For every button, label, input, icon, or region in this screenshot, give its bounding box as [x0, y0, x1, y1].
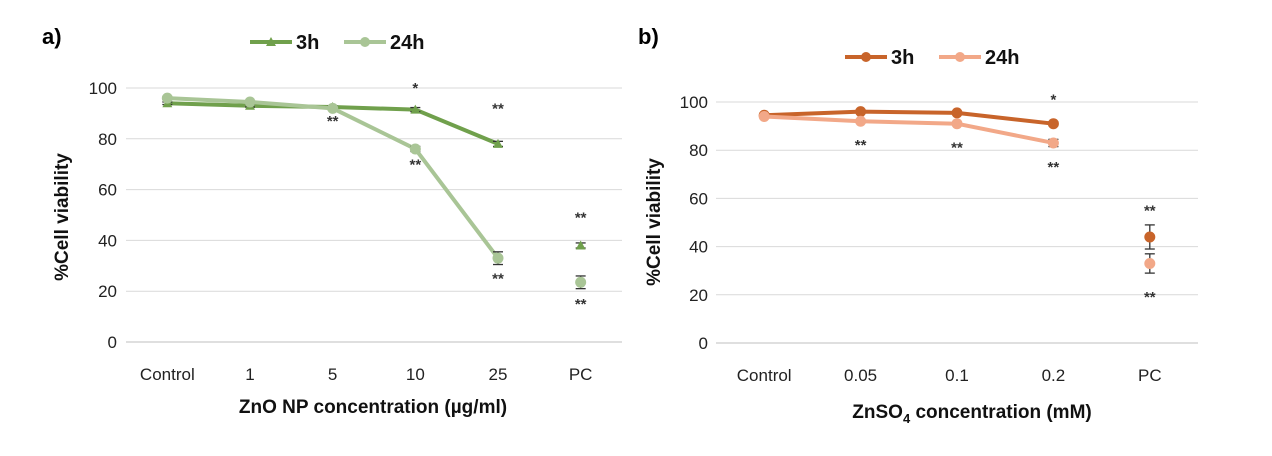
chart-a-y-axis-title: %Cell viability	[52, 153, 73, 281]
data-point-24h	[1144, 257, 1156, 269]
data-point-24h	[409, 143, 421, 155]
significance-label: *	[412, 80, 418, 97]
legend-b-24h-marker	[955, 52, 965, 62]
significance-label: **	[951, 140, 963, 157]
significance-label: **	[1048, 159, 1060, 176]
chart-b-x-axis-title-main: ZnSO	[852, 402, 903, 423]
x-tick-label: PC	[569, 365, 593, 384]
data-point-3h	[493, 138, 503, 148]
data-point-3h	[951, 107, 963, 119]
chart-b-y-axis-title: %Cell viability	[644, 158, 665, 286]
data-point-3h	[1047, 118, 1059, 130]
legend-a-3h-label: 3h	[296, 32, 319, 54]
y-tick-label: 20	[689, 286, 708, 305]
x-tick-label: PC	[1138, 366, 1162, 385]
significance-label: *	[1050, 91, 1056, 108]
x-tick-label: 1	[245, 365, 254, 384]
significance-label: **	[327, 113, 339, 130]
y-tick-label: 0	[699, 334, 708, 353]
panel-b-label: b)	[638, 24, 659, 49]
data-point-3h	[1144, 231, 1156, 243]
data-point-24h	[244, 96, 256, 108]
y-tick-label: 40	[98, 231, 117, 250]
y-tick-label: 100	[89, 79, 117, 98]
x-tick-label: 0.05	[844, 366, 877, 385]
chart-b-x-axis-title: ZnSO4 concentration (mM)	[852, 402, 1091, 426]
chart-b-legend: 3h 24h	[845, 47, 1019, 69]
legend-a-24h-marker	[360, 37, 370, 47]
chart-a-series	[161, 92, 587, 290]
x-tick-label: Control	[737, 366, 792, 385]
chart-a-gridlines	[126, 87, 622, 343]
legend-b-3h-label: 3h	[891, 47, 914, 69]
chart-b-significance-marks: *** ********	[855, 91, 1156, 306]
chart-b-x-axis-title-subscript: 4	[903, 411, 911, 426]
y-tick-label: 60	[98, 181, 117, 200]
chart-b-x-ticks: Control 0.05 0.1 0.2 PC	[737, 366, 1162, 385]
legend-a-3h-marker	[266, 37, 276, 46]
x-tick-label: 10	[406, 365, 425, 384]
data-point-3h	[575, 240, 586, 250]
chart-a-x-axis-title: ZnO NP concentration (µg/ml)	[239, 397, 507, 418]
data-point-3h	[855, 106, 867, 118]
data-point-24h	[855, 115, 867, 127]
x-tick-label: 0.1	[945, 366, 969, 385]
significance-label: **	[1144, 202, 1156, 219]
legend-b-24h-label: 24h	[985, 47, 1019, 69]
data-point-24h	[1047, 137, 1059, 149]
significance-label: **	[492, 100, 504, 117]
chart-panel-a: a) 3h 24h 0 20 40 60 80 100 Control 1 5 10 25 PC *…	[42, 24, 622, 418]
significance-label: **	[855, 137, 867, 154]
y-tick-label: 100	[680, 93, 708, 112]
chart-b-y-ticks: 0 20 40 60 80 100	[680, 93, 708, 353]
y-tick-label: 40	[689, 238, 708, 257]
series-line-3h	[764, 109, 1054, 126]
x-tick-label: Control	[140, 365, 195, 384]
y-tick-label: 60	[689, 189, 708, 208]
chart-a-legend: 3h 24h	[250, 32, 424, 54]
legend-b-3h-marker	[861, 52, 871, 62]
significance-label: **	[492, 271, 504, 288]
significance-label: **	[575, 210, 587, 227]
significance-label: **	[409, 156, 421, 173]
data-point-24h	[758, 110, 770, 122]
y-tick-label: 20	[98, 282, 117, 301]
chart-b-series	[758, 106, 1156, 274]
chart-a-x-ticks: Control 1 5 10 25 PC	[140, 365, 593, 384]
significance-label: **	[1144, 289, 1156, 306]
data-point-24h	[575, 276, 587, 288]
data-point-3h	[410, 104, 421, 114]
chart-b-x-axis-title-rest: concentration (mM)	[910, 402, 1092, 423]
data-point-24h	[161, 92, 173, 104]
chart-a-significance-marks: *************	[327, 80, 587, 313]
x-tick-label: 5	[328, 365, 337, 384]
y-tick-label: 80	[689, 141, 708, 160]
panel-a-label: a)	[42, 24, 62, 49]
y-tick-label: 0	[108, 333, 117, 352]
data-point-24h	[951, 118, 963, 130]
chart-b-gridlines	[716, 101, 1198, 344]
legend-a-24h-label: 24h	[390, 32, 424, 54]
x-tick-label: 0.2	[1042, 366, 1066, 385]
y-tick-label: 80	[98, 130, 117, 149]
series-line-24h	[764, 114, 1054, 145]
data-point-24h	[492, 252, 504, 264]
chart-a-y-ticks: 0 20 40 60 80 100	[89, 79, 117, 352]
data-point-24h	[327, 102, 339, 114]
x-tick-label: 25	[489, 365, 508, 384]
chart-panel-b: b) 3h 24h 0 20 40 60 80 100 Control 0.05 0.1 0.2…	[638, 24, 1198, 426]
significance-label: **	[575, 296, 587, 313]
